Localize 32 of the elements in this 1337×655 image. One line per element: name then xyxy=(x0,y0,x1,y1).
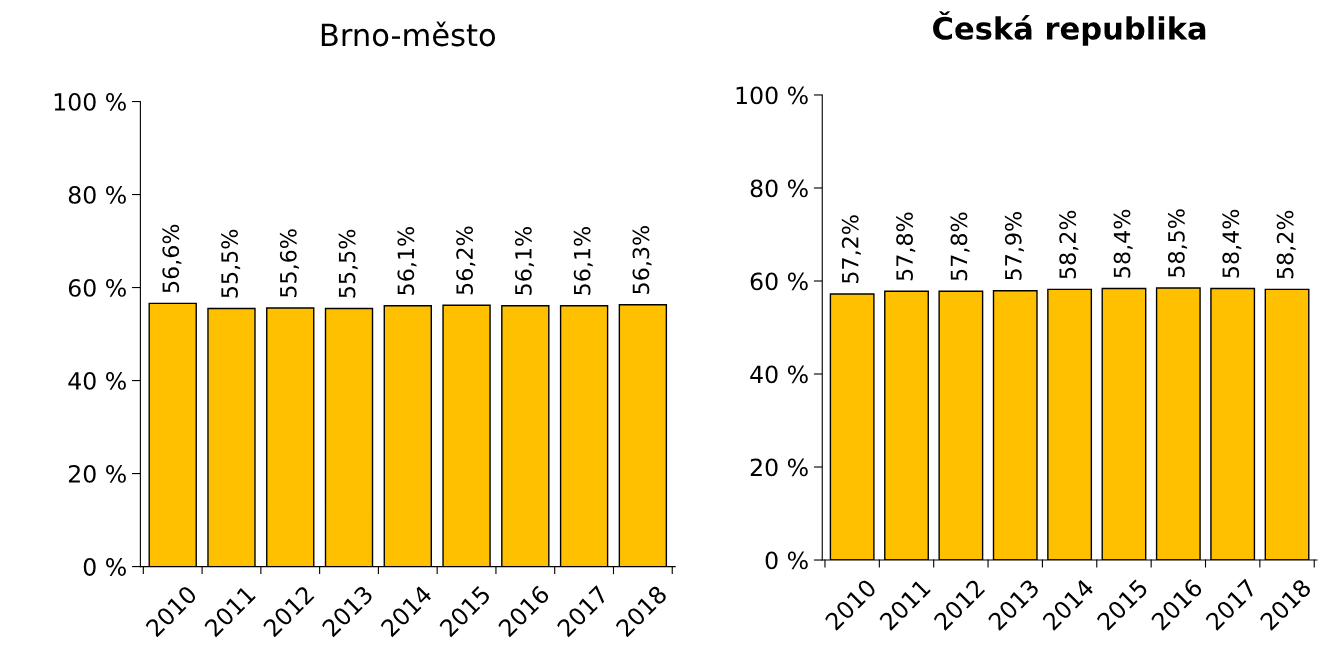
data-label: 58,4% xyxy=(1113,209,1133,278)
y-tick-label: 80 % xyxy=(750,179,808,198)
data-label: 56,6% xyxy=(162,224,182,293)
y-tick-label: 40 % xyxy=(750,365,808,384)
data-label: 58,2% xyxy=(1276,210,1296,279)
data-label: 55,6% xyxy=(279,229,299,297)
chart-title: Česká republika xyxy=(933,11,1206,46)
data-label: 57,8% xyxy=(950,212,970,281)
y-tick-label: 60 % xyxy=(68,278,126,297)
y-tick-label: 100 % xyxy=(736,86,808,105)
y-tick-label: 20 % xyxy=(68,465,126,483)
data-label: 56,1% xyxy=(397,227,417,295)
data-label: 55,5% xyxy=(221,229,241,298)
y-tick-label: 100 % xyxy=(54,92,126,111)
y-tick-label: 0 % xyxy=(83,558,126,576)
data-label: 58,4% xyxy=(1222,209,1242,278)
data-label: 56,2% xyxy=(456,226,476,295)
data-label: 57,9% xyxy=(1004,212,1024,280)
data-label: 56,3% xyxy=(632,226,652,294)
data-label: 56,1% xyxy=(514,227,535,295)
data-label: 57,2% xyxy=(841,215,861,283)
y-tick-label: 60 % xyxy=(750,272,808,291)
y-tick-label: 0 % xyxy=(765,551,808,570)
y-tick-label: 80 % xyxy=(68,185,126,204)
y-tick-label: 40 % xyxy=(68,372,126,390)
data-label: 57,8% xyxy=(896,212,916,281)
chart-title: Brno-město xyxy=(321,21,496,47)
data-label: 56,1% xyxy=(573,227,593,295)
data-label: 58,2% xyxy=(1059,210,1079,279)
y-tick-label: 20 % xyxy=(750,458,808,477)
data-label: 58,5% xyxy=(1167,209,1188,277)
data-label: 55,5% xyxy=(338,229,358,298)
